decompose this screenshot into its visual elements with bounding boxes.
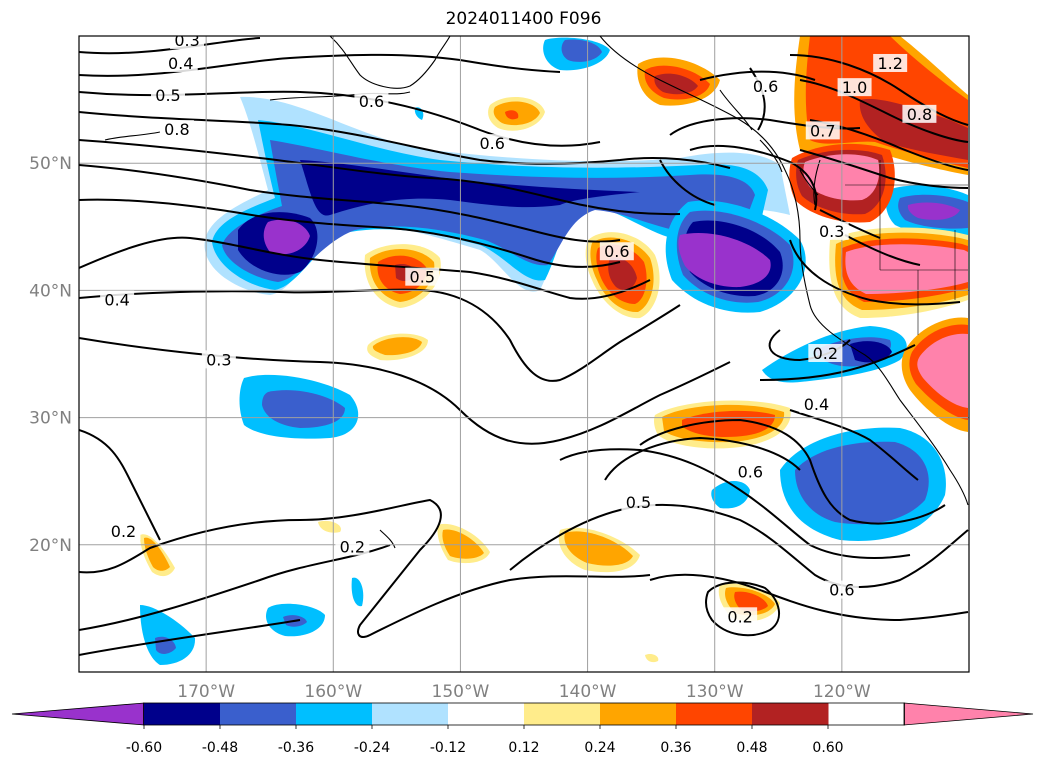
contour-label: 0.8: [907, 105, 932, 124]
contour-label: 0.6: [359, 92, 384, 111]
contour-label-bg: [733, 462, 768, 481]
contour-label-bg: [354, 92, 389, 111]
contour-label: 0.4: [168, 54, 193, 73]
lon-tick-label: 130°W: [686, 682, 744, 702]
contour-label-bg: [335, 537, 370, 556]
contour-label-bg: [170, 36, 205, 50]
contour-label-bg: [723, 607, 758, 626]
contour-label: 0.4: [104, 291, 129, 310]
contour-label: 0.2: [727, 607, 752, 626]
contour-label: 0.5: [410, 268, 435, 287]
contour-lines: [79, 37, 969, 656]
map-plot-area: 0.3 0.4 0.5 0.6 0.8 0.6 0.5 0.6 0.4 0.3 0.3 0.2 0.4 0…: [79, 31, 969, 672]
colorbar-segment: [220, 703, 297, 725]
contour-label-bg: [808, 344, 843, 362]
lon-tick-label: 150°W: [432, 682, 490, 702]
contour-label: 0.4: [804, 395, 829, 414]
axis-tick-labels: 170°W 160°W 150°W 140°W 130°W 120°W 50°N 40°N 30…: [29, 154, 871, 702]
colorbar-segment: [676, 703, 753, 725]
contour-label: 0.6: [604, 242, 629, 261]
colorbar-tick-label: 0.24: [584, 740, 615, 756]
contour-label: 0.7: [810, 121, 835, 140]
contour-label: 0.6: [829, 581, 854, 600]
contour-label-bg: [621, 492, 656, 511]
colorbar-tick-label: 0.60: [812, 740, 843, 756]
contour-label-bg: [405, 267, 440, 286]
colorbar-segment: [144, 703, 221, 725]
negative-anomaly-shading: [140, 37, 968, 665]
contour-label-bg: [748, 76, 783, 95]
colorbar-extend-high: [903, 702, 1034, 726]
colorbar-tick-label: 0.48: [736, 740, 767, 756]
contour-label: 0.6: [753, 77, 778, 96]
colorbar-tick-label: -0.36: [278, 740, 314, 756]
contour-label-bg: [163, 53, 198, 72]
colorbar-segment: [448, 703, 525, 725]
contour-label: 0.2: [813, 344, 838, 363]
contour-label: 0.3: [819, 222, 844, 241]
coastlines: [104, 36, 969, 549]
colorbar: -0.60 -0.48 -0.36 -0.24 -0.12 0.12 0.24 0.36 0.4…: [11, 702, 1034, 756]
colorbar-tick-label: -0.24: [354, 740, 390, 756]
colorbar-segment: [600, 703, 677, 725]
contour-label-bg: [475, 134, 510, 153]
contour-label: 0.2: [340, 537, 365, 556]
contour-label: 0.8: [164, 120, 189, 139]
contour-label: 0.5: [155, 86, 180, 105]
contour-label: 0.6: [479, 134, 504, 153]
contour-label: 1.2: [877, 54, 902, 73]
map-frame: [78, 35, 970, 673]
colorbar-segment: [296, 703, 373, 725]
lat-tick-label: 30°N: [29, 409, 72, 429]
contour-label-bg: [902, 104, 937, 123]
colorbar-tick-label: -0.48: [202, 740, 238, 756]
contour-label-bg: [106, 522, 141, 541]
contour-labels: 0.3 0.4 0.5 0.6 0.8 0.6 0.5 0.6 0.4 0.3 0.3 0.2 0.4 0…: [100, 31, 937, 626]
contour-label-bg: [837, 78, 872, 97]
contour-label-bg: [100, 290, 135, 309]
contour-label-bg: [814, 221, 849, 240]
lat-tick-label: 50°N: [29, 154, 72, 174]
contour-label-bg: [201, 350, 236, 369]
colorbar-tick-label: 0.12: [508, 740, 539, 756]
map-title: 2024011400 F096: [445, 9, 602, 29]
lon-tick-label: 170°W: [177, 682, 235, 702]
colorbar-segment: [752, 703, 829, 725]
lat-tick-label: 20°N: [29, 536, 72, 556]
contour-label: 0.3: [174, 31, 199, 50]
contour-label-bg: [599, 242, 634, 261]
lat-tick-label: 40°N: [29, 281, 72, 301]
contour-label-bg: [159, 120, 194, 139]
lon-tick-label: 160°W: [304, 682, 362, 702]
contour-label: 0.2: [111, 522, 136, 541]
contour-label-bg: [873, 53, 908, 72]
colorbar-segment: [524, 703, 601, 725]
contour-label: 1.0: [842, 78, 867, 97]
colorbar-extend-low: [11, 702, 145, 726]
contour-label: 0.6: [738, 462, 763, 481]
colorbar-tick-label: 0.36: [660, 740, 691, 756]
contour-label-bg: [151, 85, 185, 104]
contour-label: 0.3: [206, 350, 231, 369]
lon-tick-label: 120°W: [813, 682, 871, 702]
contour-label: 0.5: [626, 493, 651, 512]
graticule: [79, 36, 969, 672]
colorbar-tick-label: -0.60: [126, 740, 162, 756]
contour-label-bg: [805, 121, 840, 140]
contour-label-bg: [824, 580, 859, 599]
colorbar-segment: [372, 703, 449, 725]
lon-tick-label: 140°W: [559, 682, 617, 702]
colorbar-tick-label: -0.12: [430, 740, 466, 756]
contour-label-bg: [799, 394, 834, 413]
state-borders: [845, 160, 968, 335]
